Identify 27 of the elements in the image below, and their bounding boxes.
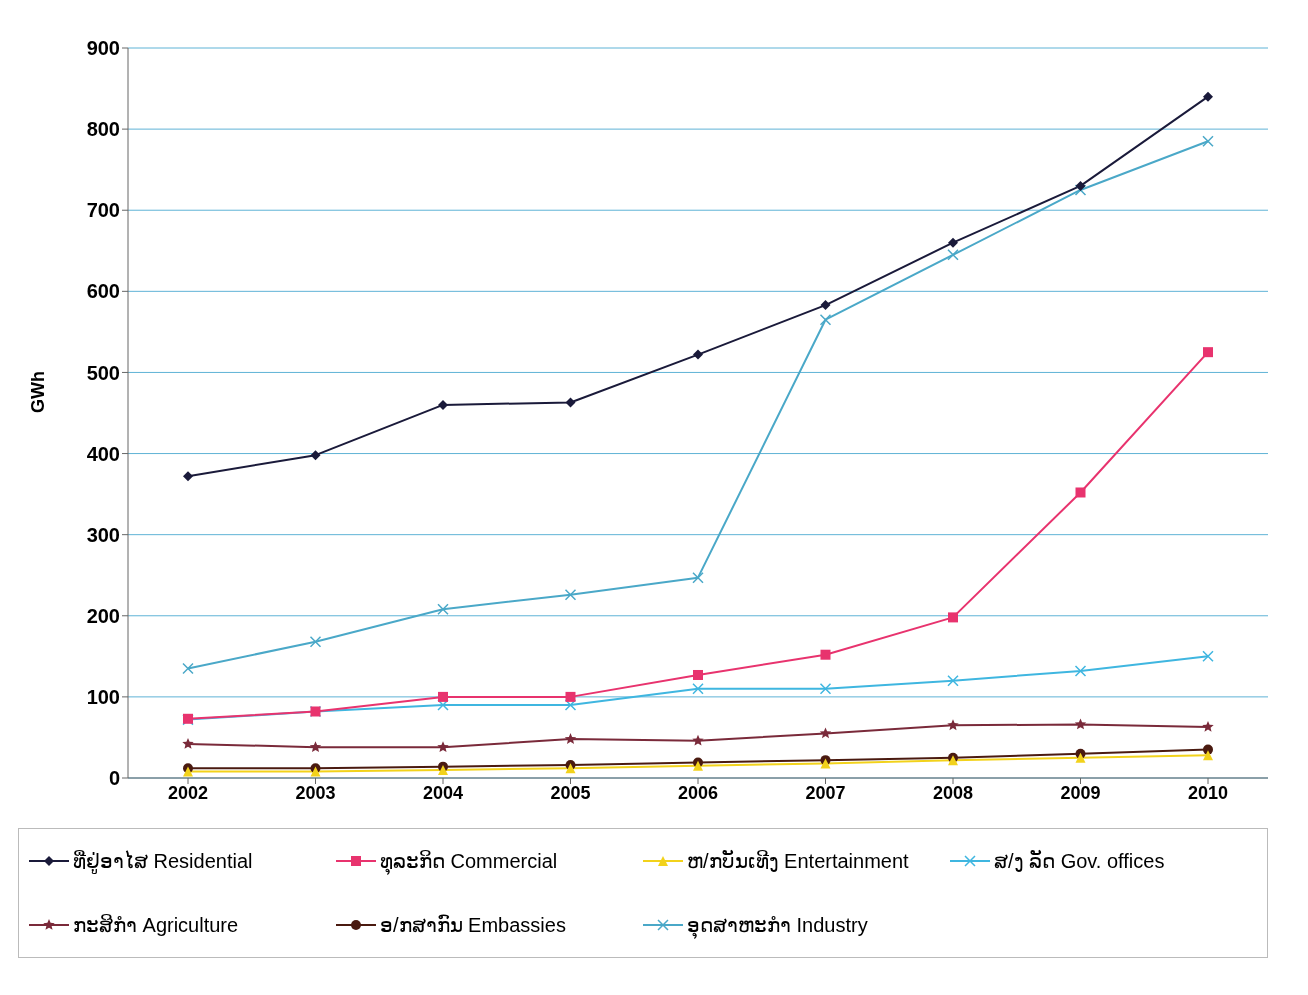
y-tick-label: 300 [86,523,120,546]
y-tick-label: 0 [108,767,120,790]
legend-label: ອ/ກສາກົນ Embassies [380,913,566,937]
x-tick-label: 2003 [295,782,336,803]
x-tick-label: 2010 [1187,782,1229,803]
x-tick-label: 2006 [677,782,719,803]
x-tick-label: 2002 [167,782,209,803]
x-tick-label: 2005 [550,782,591,803]
y-tick-label: 900 [86,37,120,60]
x-tick-label: 2009 [1060,782,1101,803]
legend-label: ທຸລະກິດ Commercial [380,849,558,873]
y-tick-label: 500 [86,361,120,384]
y-tick-label: 600 [86,280,120,303]
x-tick-label: 2004 [422,782,464,803]
legend-label: ຫ/ກບັນເທີງ Entertainment [687,849,909,873]
y-axis-title: GWh [28,371,49,413]
y-tick-label: 400 [86,442,120,465]
legend-label: ສ/ງ ລັດ Gov. offices [994,849,1165,873]
legend-label: ອຸດສາຫະກຳ Industry [687,913,868,937]
legend-label: ກະສິກຳ Agriculture [73,913,239,937]
y-tick-label: 200 [86,604,120,627]
legend-label: ທີ່ຢູ່ອາໄສ Residential [73,849,253,873]
y-tick-label: 100 [86,685,120,708]
y-tick-label: 700 [86,199,120,222]
x-tick-label: 2007 [805,782,846,803]
y-tick-label: 800 [86,118,120,141]
x-tick-label: 2008 [932,782,974,803]
